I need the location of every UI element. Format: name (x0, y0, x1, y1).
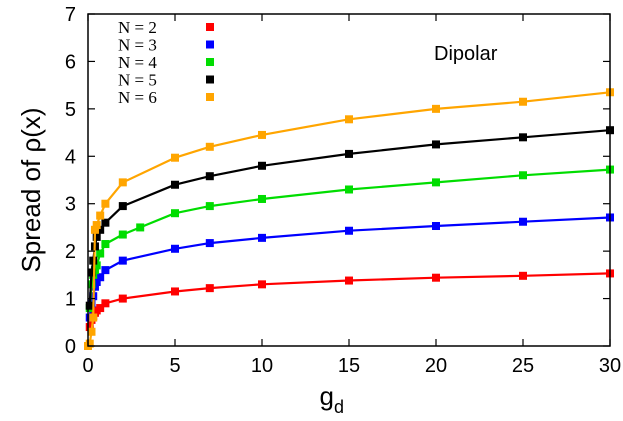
data-point (85, 323, 94, 332)
data-point (101, 199, 110, 208)
data-point (519, 271, 527, 280)
y-tick-label: 7 (65, 4, 76, 26)
data-point (96, 273, 105, 282)
series-4 (84, 126, 614, 350)
y-tick-label: 6 (65, 51, 76, 73)
data-point (519, 97, 527, 106)
data-point (92, 261, 101, 270)
legend-label: N = 2 (118, 18, 157, 37)
data-point (90, 225, 99, 234)
x-tick-label: 20 (425, 355, 447, 377)
legend-swatch (206, 75, 214, 84)
legend-label: N = 5 (118, 71, 157, 90)
data-point (85, 339, 94, 348)
x-tick-label: 30 (599, 355, 621, 377)
chart-axes: 0 5 10 15 20 25 30 0 1 2 3 4 5 6 7 (65, 4, 621, 377)
data-point (171, 287, 179, 296)
data-point (345, 276, 353, 285)
y-tick-label: 2 (65, 241, 76, 263)
data-point (85, 301, 94, 310)
data-point (205, 239, 214, 248)
data-point (101, 218, 110, 227)
legend: N = 2N = 3N = 4N = 5N = 6 (118, 18, 214, 107)
data-point (519, 217, 527, 226)
chart-marks (84, 88, 614, 350)
series-5 (84, 88, 614, 350)
data-point (171, 209, 179, 218)
series-1 (84, 269, 614, 350)
data-point (432, 178, 440, 187)
series-line (88, 91, 611, 344)
data-point (118, 230, 127, 239)
data-point (89, 256, 98, 265)
data-point (432, 104, 440, 113)
data-point (258, 130, 266, 139)
y-axis-title: Spread of ρ(x) (16, 107, 46, 272)
data-point (171, 153, 179, 162)
data-point (101, 299, 110, 308)
data-point (205, 142, 214, 151)
legend-swatch (206, 93, 214, 101)
data-point (92, 221, 101, 230)
data-point (205, 202, 214, 211)
y-tick-label: 3 (65, 194, 76, 216)
data-point (87, 327, 96, 336)
data-point (136, 223, 145, 232)
legend-swatch (206, 58, 214, 66)
legend-label: N = 3 (118, 36, 157, 55)
data-point (345, 115, 353, 124)
x-axis-title-main: g (320, 381, 334, 411)
data-point (258, 161, 266, 170)
data-point (89, 313, 98, 322)
data-point (432, 222, 440, 231)
x-axis-title: g d (320, 381, 344, 417)
legend-swatch (206, 40, 214, 49)
data-point (345, 226, 353, 235)
data-point (92, 277, 101, 286)
x-tick-label: 25 (512, 355, 534, 377)
data-point (118, 202, 127, 211)
data-point (432, 273, 440, 282)
data-point (519, 171, 527, 180)
data-point (96, 211, 105, 220)
data-point (432, 140, 440, 149)
legend-label: N = 4 (118, 53, 157, 72)
data-point (205, 284, 214, 293)
series-3 (84, 165, 614, 350)
x-tick-label: 10 (251, 355, 273, 377)
x-tick-label: 0 (82, 355, 93, 377)
data-point (118, 256, 127, 265)
data-point (258, 233, 266, 242)
data-point (205, 172, 214, 181)
data-point (258, 280, 266, 289)
data-point (118, 178, 127, 187)
data-point (171, 244, 179, 253)
legend-swatch (206, 23, 214, 31)
data-point (96, 225, 105, 234)
y-tick-label: 1 (65, 289, 76, 311)
data-point (87, 268, 96, 277)
data-point (345, 185, 353, 194)
data-point (258, 194, 266, 203)
data-point (96, 304, 105, 313)
x-axis-title-subscript: d (334, 397, 344, 417)
data-point (92, 232, 101, 241)
data-point (96, 249, 105, 258)
data-point (519, 133, 527, 142)
y-tick-label: 0 (65, 336, 76, 358)
data-point (171, 180, 179, 189)
y-tick-label: 5 (65, 99, 76, 121)
x-tick-label: 15 (338, 355, 360, 377)
y-tick-label: 4 (65, 146, 76, 168)
x-tick-label: 5 (169, 355, 180, 377)
data-point (101, 266, 110, 275)
annotation-label: Dipolar (434, 43, 498, 65)
legend-label: N = 6 (118, 88, 157, 107)
data-point (101, 240, 110, 249)
data-point (118, 294, 127, 303)
data-point (345, 149, 353, 158)
plot-frame (87, 13, 611, 347)
